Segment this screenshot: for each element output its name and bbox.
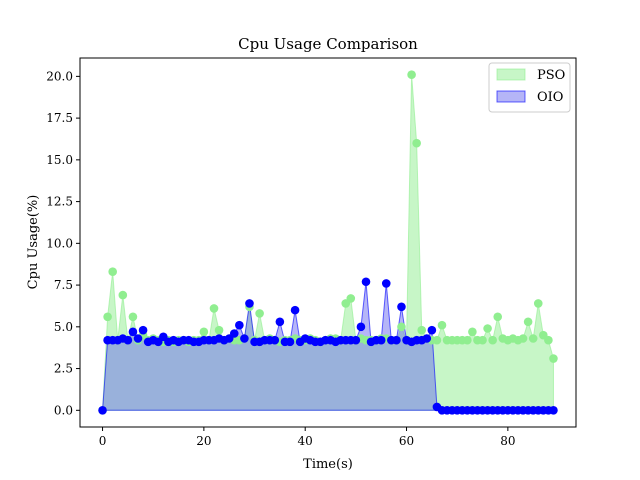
point-oio-35 [275,317,285,327]
point-pso-86 [533,299,543,308]
point-oio-0 [98,406,107,415]
point-pso-4 [118,290,128,300]
point-oio-55 [376,335,386,345]
legend-label-pso: PSO [537,68,565,83]
legend: PSO OIO [488,62,571,113]
y-tick-label: 12.5 [46,195,73,209]
point-oio-52 [361,277,371,287]
y-tick-label: 20.0 [46,69,73,83]
point-oio-59 [397,302,406,312]
point-oio-8 [138,325,148,335]
point-pso-22 [209,304,219,313]
x-tick-label: 0 [99,434,107,448]
plot-frame [79,57,577,428]
point-pso-88 [544,335,553,345]
x-tick-label: 40 [298,434,313,448]
point-oio-7 [133,334,143,343]
y-tick-label: 2.5 [54,362,73,376]
point-pso-62 [412,138,421,148]
point-pso-31 [255,309,264,318]
point-oio-56 [381,279,391,288]
point-oio-58 [392,335,401,345]
point-oio-50 [351,335,361,345]
point-oio-51 [356,322,366,332]
point-pso-63 [417,325,427,335]
x-axis-label: Time(s) [303,457,353,472]
chart-title: Cpu Usage Comparison [238,35,418,53]
y-tick-label: 15.0 [46,153,73,167]
point-oio-5 [123,335,133,345]
point-pso-85 [528,334,538,343]
point-pso-78 [493,312,503,322]
points-oio [98,277,558,415]
point-oio-38 [290,305,300,315]
point-oio-27 [235,320,244,330]
point-pso-76 [483,324,492,333]
y-tick-label: 7.5 [54,278,73,292]
point-pso-84 [523,317,533,327]
point-pso-6 [128,312,138,322]
point-pso-20 [199,327,209,337]
x-axis-ticks: 0 20 40 60 80 [99,427,515,448]
point-oio-34 [270,335,280,345]
point-pso-67 [437,320,447,330]
point-pso-77 [488,335,497,345]
x-tick-label: 80 [500,434,515,448]
point-oio-64 [422,334,432,343]
point-oio-89 [549,406,558,415]
point-oio-26 [229,329,239,338]
point-oio-65 [427,325,437,335]
point-pso-23 [214,325,224,335]
point-oio-6 [128,327,138,337]
point-pso-2 [108,267,117,277]
x-tick-label: 20 [196,434,211,448]
point-pso-89 [549,354,558,363]
point-oio-37 [285,337,295,347]
point-pso-73 [468,327,477,337]
legend-swatch-oio [496,90,526,103]
point-oio-29 [245,299,254,308]
y-tick-label: 17.5 [46,111,73,125]
point-oio-28 [240,334,249,343]
point-pso-66 [432,335,442,345]
y-tick-label: 0.0 [54,403,73,417]
legend-label-oio: OIO [537,90,563,105]
point-pso-75 [478,335,487,345]
point-pso-49 [346,294,356,303]
y-axis-ticks: 0.0 2.5 5.0 7.5 10.0 12.5 15.0 17.5 20.0 [46,69,80,417]
point-pso-72 [463,335,472,345]
x-tick-label: 60 [399,434,414,448]
point-pso-83 [518,334,528,343]
y-axis-label: Cpu Usage(%) [26,195,41,290]
point-pso-59 [397,322,406,332]
y-tick-label: 10.0 [46,236,73,250]
y-tick-label: 5.0 [54,320,73,334]
point-pso-1 [103,312,112,322]
plot-areas [100,74,556,411]
legend-swatch-pso [496,68,526,81]
plot-points [98,70,558,415]
point-pso-61 [407,70,416,79]
